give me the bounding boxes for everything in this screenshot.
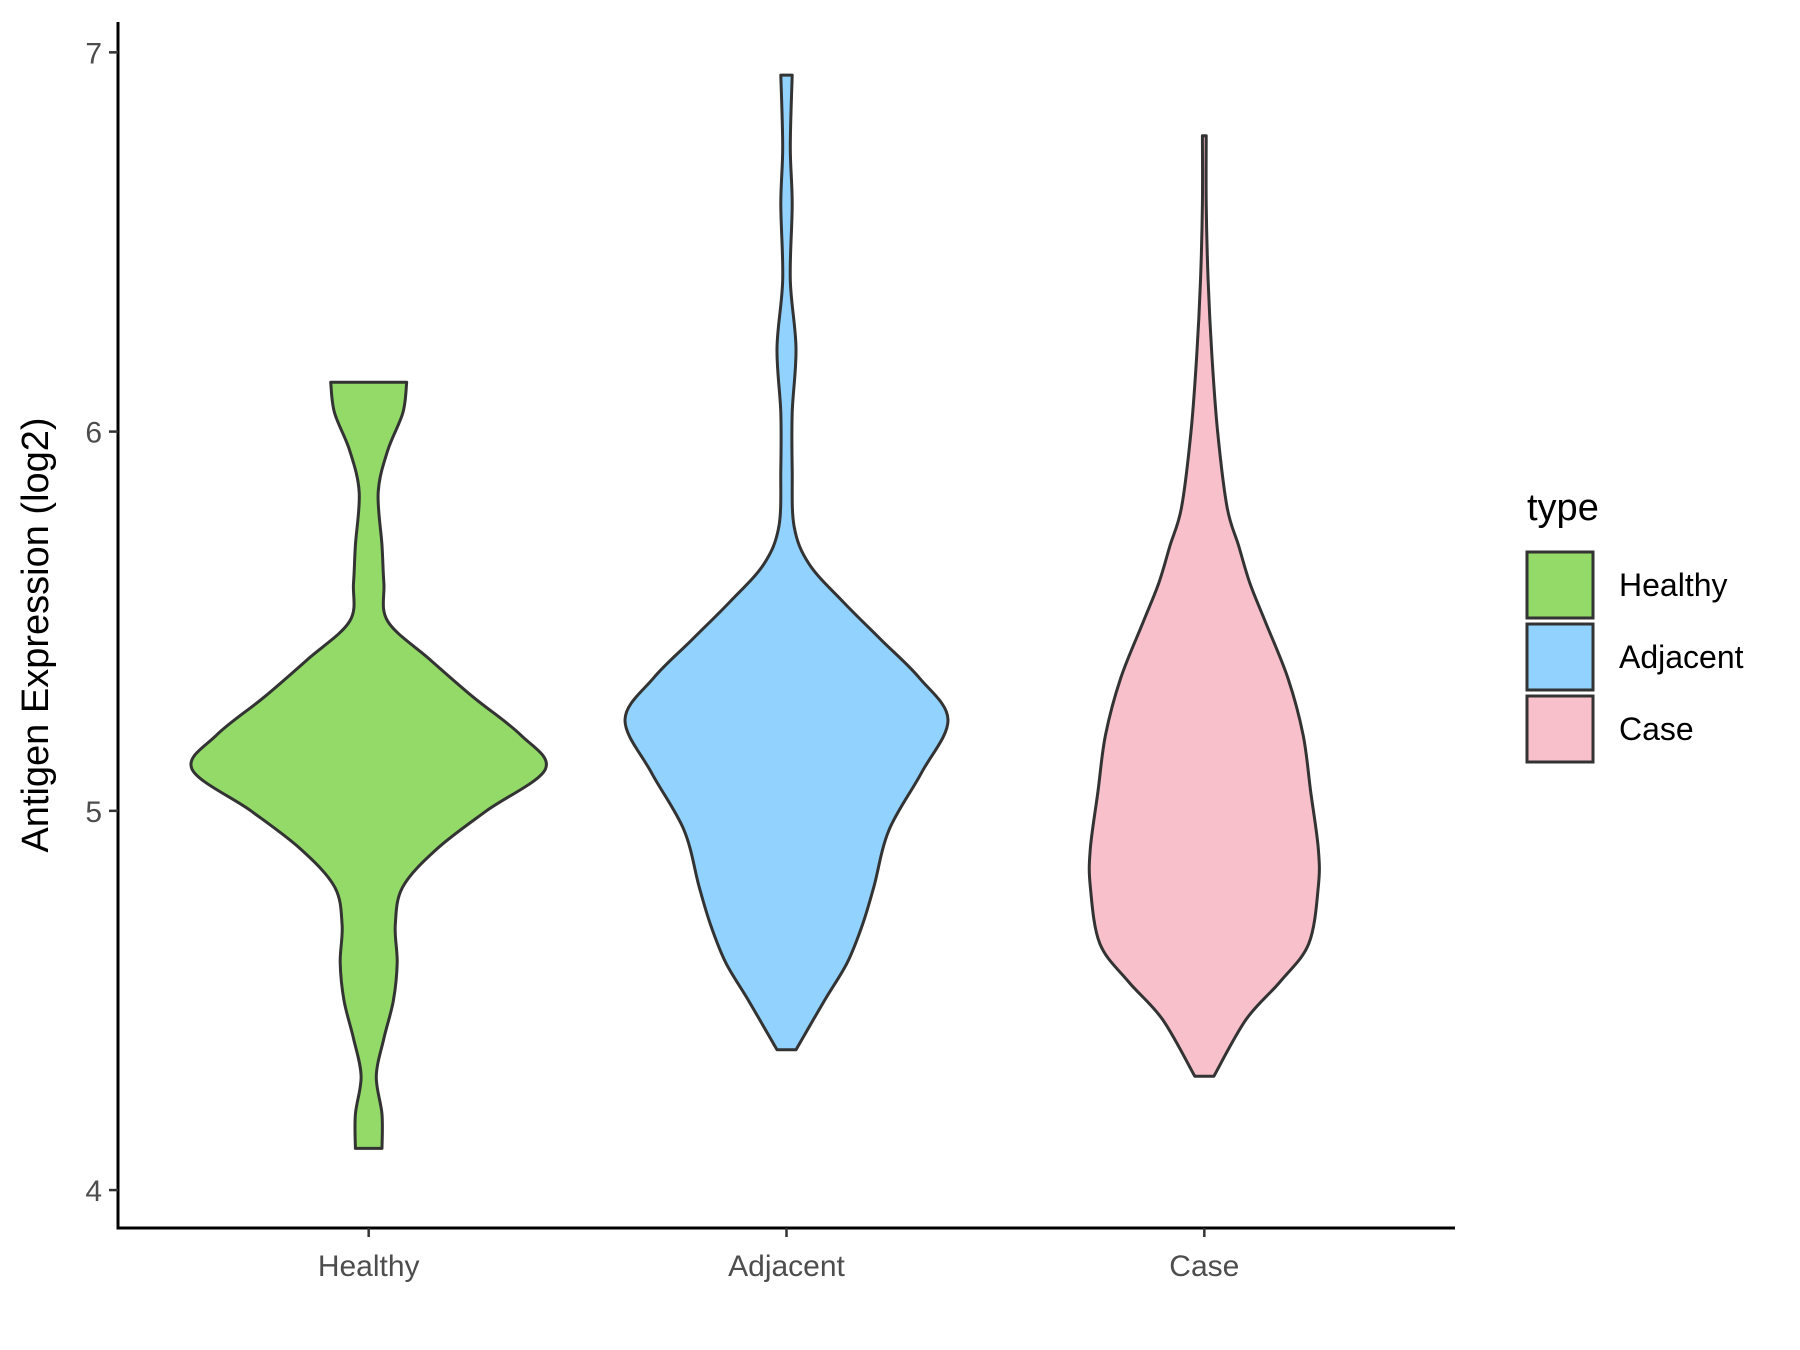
x-tick-label: Healthy <box>318 1250 420 1283</box>
legend-label-adjacent: Adjacent <box>1619 639 1744 675</box>
legend-title: type <box>1527 487 1599 529</box>
y-tick-label: 6 <box>85 417 102 450</box>
violins <box>189 73 1321 1150</box>
legend-key-case <box>1525 694 1595 764</box>
y-tick-label: 4 <box>85 1175 102 1208</box>
violin-case <box>1087 134 1321 1078</box>
x-tick-label: Case <box>1169 1250 1239 1283</box>
violin-healthy <box>189 380 548 1150</box>
legend-key-healthy <box>1525 550 1595 620</box>
legend-key-adjacent <box>1525 622 1595 692</box>
legend-label-case: Case <box>1619 711 1694 747</box>
y-tick-label: 7 <box>85 37 102 70</box>
x-tick-label: Adjacent <box>728 1250 845 1283</box>
violin-adjacent <box>623 73 950 1052</box>
legend-label-healthy: Healthy <box>1619 567 1728 603</box>
y-axis-ticks: 4 5 6 7 <box>85 37 118 1208</box>
y-tick-label: 5 <box>85 796 102 829</box>
legend: type Healthy Adjacent Case <box>1525 487 1744 764</box>
y-axis-title: Antigen Expression (log2) <box>15 417 57 852</box>
x-axis-ticks: Healthy Adjacent Case <box>318 1228 1239 1283</box>
